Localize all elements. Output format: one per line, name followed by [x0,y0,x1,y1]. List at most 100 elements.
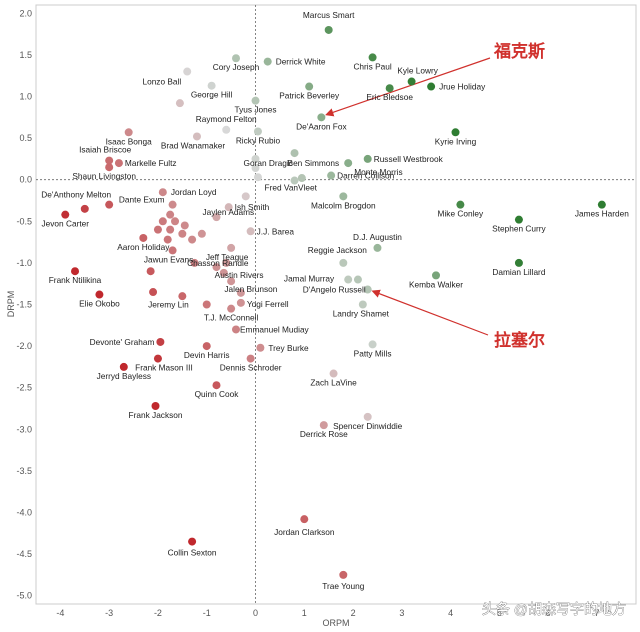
callout-arrow-russell [371,289,489,336]
point-label: Trey Burke [268,343,309,353]
y-tick-label: -3.0 [16,424,32,434]
point-label: Quinn Cook [195,389,240,399]
data-point [139,233,148,242]
point-label: D.J. Augustin [353,232,402,242]
point-label: Kemba Walker [409,279,463,289]
data-point [339,570,348,579]
x-tick-label: 3 [399,608,404,618]
data-point [227,243,236,252]
point-label: Isaac Bonga [106,136,153,146]
point-label: Trae Young [322,581,365,591]
data-point [339,258,348,267]
point-label: Emmanuel Mudiay [240,324,310,334]
point-label: Jeremy Lin [148,300,189,310]
x-tick-label: -1 [203,608,211,618]
data-point [188,537,197,546]
point-label: Jordan Loyd [171,187,217,197]
data-point [432,271,440,280]
data-point [124,128,133,137]
point-label: Frank Jackson [129,410,183,420]
y-tick-label: -0.5 [16,216,32,226]
y-tick-label: -4.0 [16,507,32,517]
x-tick-label: 4 [448,608,453,618]
point-label: Goran Dragic [244,158,293,168]
callout-arrows [325,57,491,336]
point-label: Dante Exum [119,195,165,205]
data-point [427,82,436,91]
data-point [236,298,245,307]
data-point [373,243,382,252]
data-point [168,246,177,255]
data-point [253,173,262,182]
point-label: Ricky Rubio [236,135,281,145]
point-label: Austin Rivers [215,270,264,280]
point-label: Devonte' Graham [90,337,155,347]
data-point [149,288,158,297]
x-tick-label: 2 [351,608,356,618]
data-point [363,412,372,421]
point-label: Frank Mason III [135,363,193,373]
point-label: Kyle Lowry [397,66,438,76]
x-tick-label: 6 [546,608,551,618]
data-point [232,325,240,334]
data-point [105,156,114,165]
x-tick-label: 7 [594,608,599,618]
zero-lines [36,5,636,604]
data-point [456,200,465,209]
data-point [178,229,187,238]
data-point [188,235,197,244]
data-point [290,176,299,185]
y-tick-label: -2.0 [16,341,32,351]
data-point [178,292,187,301]
point-label: Chasson Randle [187,258,249,268]
data-point [224,203,233,212]
data-point [71,267,80,276]
point-label: Jamal Murray [284,274,335,284]
point-label: Russell Westbrook [374,154,444,164]
point-label: Jrue Holiday [439,82,486,92]
point-label: George Hill [191,90,233,100]
data-point [241,192,250,201]
data-point [263,57,272,66]
data-point [358,300,367,309]
data-point [197,229,206,238]
point-label: Eric Bledsoe [366,92,413,102]
point-label: De'Anthony Melton [41,190,111,200]
data-point [171,217,180,226]
point-label: Markelle Fultz [125,158,177,168]
point-label: Lonzo Ball [142,77,181,87]
data-point [246,354,255,363]
data-point [363,285,372,294]
callout-label-fox: 福克斯 [493,41,545,61]
data-point [219,268,228,277]
data-point [300,515,309,524]
point-label: Ben Simmons [288,158,340,168]
y-tick-label: -1.0 [16,258,32,268]
point-label: Elie Okobo [79,299,120,309]
y-axis-title: DRPM [6,291,16,318]
data-point [175,99,184,108]
callout-arrow-fox [325,57,491,117]
point-label: D'Angelo Russell [303,285,366,295]
data-point [407,77,416,86]
x-tick-label: -3 [105,608,113,618]
data-point [514,215,523,224]
point-label: Kyrie Irving [435,136,477,146]
point-label: Isaiah Briscoe [79,145,131,155]
x-tick-label: -4 [56,608,64,618]
data-point [227,304,236,313]
data-point [192,132,201,141]
data-point [166,225,175,234]
data-point [256,343,265,352]
point-label: Yogi Ferrell [247,299,289,309]
data-point [202,300,211,309]
data-point [183,67,192,76]
data-point [202,342,211,351]
data-point [297,174,306,183]
point-label: Patrick Beverley [279,91,340,101]
point-label: Aaron Holiday [117,242,170,252]
point-label: Ish Smith [235,202,270,212]
data-point [236,288,245,297]
